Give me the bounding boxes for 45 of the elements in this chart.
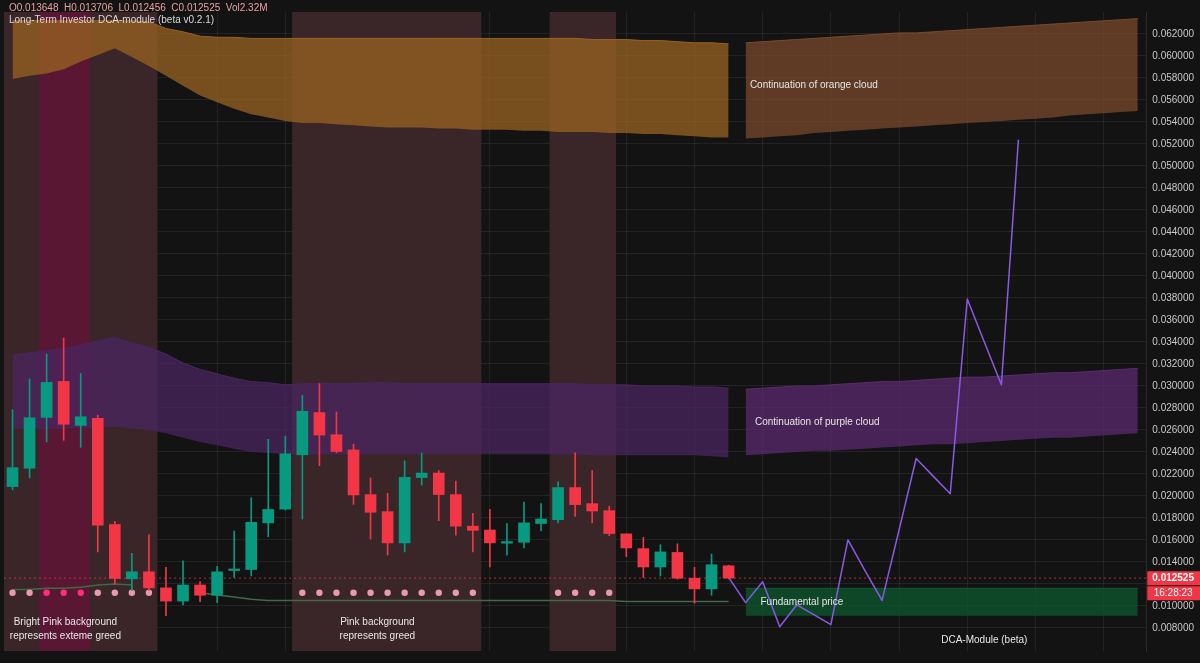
candlestick [484,509,496,568]
y-tick-label: 0.042000 [1152,247,1195,259]
annotation: Pink background represents greed [339,615,416,641]
y-tick-label: 0.010000 [1152,599,1195,611]
y-tick-label: 0.038000 [1152,291,1195,303]
y-tick-label: 0.048000 [1152,181,1195,193]
y-tick-label: 0.046000 [1152,203,1195,215]
y-tick-label: 0.026000 [1152,423,1195,435]
annotation: Continuation of orange cloud [749,79,878,91]
candlestick [501,523,513,556]
candlestick [535,503,547,532]
y-tick-label: 0.058000 [1152,71,1195,83]
y-tick-label: 0.030000 [1152,379,1195,391]
y-tick-label: 0.054000 [1152,115,1195,127]
candlestick [262,438,275,538]
candlestick [467,512,479,553]
y-tick-label: 0.022000 [1152,467,1195,479]
y-tick-label: 0.060000 [1152,49,1195,61]
candlestick [74,373,87,448]
annotation: Long-Term Investor DCA-module (beta v0.2.1) [9,13,215,25]
annotation: Continuation of purple cloud [754,415,880,427]
y-tick-label: 0.056000 [1152,93,1195,105]
ref-line-label: 0.012525 [1152,571,1195,583]
y-tick-label: 0.044000 [1152,225,1195,237]
y-tick-label: 0.032000 [1152,357,1195,369]
annotation: Bright Pink background represents exteme greed [9,615,121,641]
y-tick-label: 0.052000 [1152,137,1195,149]
y-tick-label: 0.062000 [1152,27,1195,39]
y-tick-label: 0.008000 [1152,621,1195,633]
y-tick-label: 0.016000 [1152,533,1195,545]
y-tick-label: 0.020000 [1152,489,1195,501]
y-tick-label: 0.036000 [1152,313,1195,325]
y-tick-label: 0.040000 [1152,269,1195,281]
y-tick-label: 0.024000 [1152,445,1195,457]
annotation: DCA-Module (beta) [941,633,1028,645]
y-tick-label: 0.014000 [1152,555,1195,567]
annotation: O0.013648 H0.013706 L0.012456 C0.012525 Vol2.32M [9,1,268,13]
candlestick [415,452,428,486]
text: 16:28:23 [1153,586,1194,598]
candlestick [586,470,599,524]
y-tick-label: 0.034000 [1152,335,1195,347]
y-tick-label: 0.050000 [1152,159,1195,171]
y-tick-label: 0.028000 [1152,401,1195,413]
candlestick [228,530,240,578]
y-tick-label: 0.018000 [1152,511,1195,523]
